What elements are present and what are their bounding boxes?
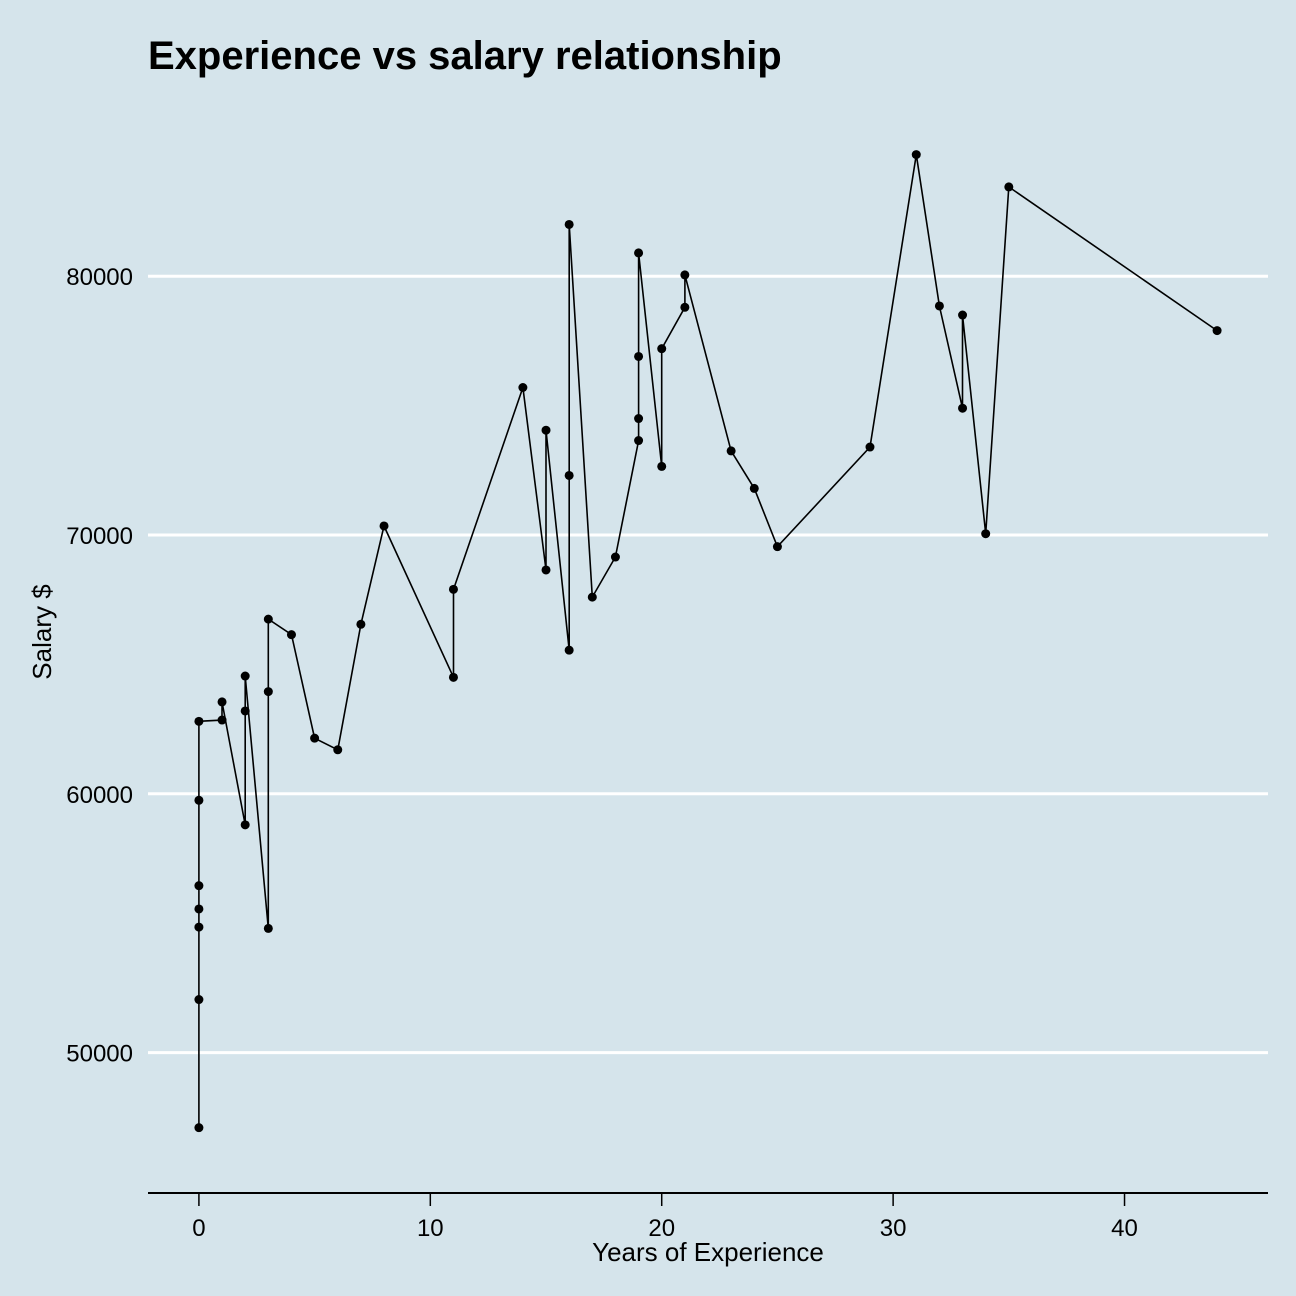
data-point [680,270,690,280]
data-point [634,248,644,258]
data-point [240,820,250,830]
data-point [194,716,204,726]
x-tick-label: 10 [417,1215,444,1242]
data-point [564,645,574,655]
y-tick-label: 80000 [66,264,133,291]
data-point [865,442,875,452]
y-tick-label: 60000 [66,782,133,809]
data-point [911,150,921,160]
series-line [198,154,1218,1128]
data-point [657,461,667,471]
data-point [634,436,644,446]
data-point [518,382,528,392]
data-point [356,619,366,629]
data-point [448,584,458,594]
data-point [749,483,759,493]
data-point [587,592,597,602]
data-point [217,697,227,707]
x-tick-label: 0 [192,1215,205,1242]
data-point [934,301,944,311]
data-point [217,715,227,725]
data-point [564,470,574,480]
grid-lines [148,274,1268,1055]
data-point [310,733,320,743]
y-tick-label: 70000 [66,523,133,550]
data-point [448,672,458,682]
data-point [981,529,991,539]
data-point [240,671,250,681]
data-point [634,414,644,424]
data-point [379,521,389,531]
data-point [657,344,667,354]
data-point [772,542,782,552]
data-point [1212,326,1222,336]
y-ticks: 50000 60000 70000 80000 [66,264,133,1067]
data-point [634,351,644,361]
x-tick-label: 40 [1111,1215,1138,1242]
x-axis-label: Years of Experience [592,1237,824,1267]
data-point [541,425,551,435]
data-point [263,614,273,624]
x-ticks: 0 10 20 30 40 [192,1193,1138,1242]
data-point [194,904,204,914]
data-point [194,922,204,932]
data-point [194,995,204,1005]
x-tick-label: 20 [648,1215,675,1242]
data-point [726,446,736,456]
data-point [194,1123,204,1133]
data-point [680,302,690,312]
data-point [610,552,620,562]
data-point [333,745,343,755]
data-point [263,923,273,933]
x-tick-label: 30 [880,1215,907,1242]
data-point [286,630,296,640]
data-point [958,403,968,413]
data-point [263,687,273,697]
data-point [564,219,574,229]
y-axis-label: Salary $ [27,584,57,680]
data-point [194,795,204,805]
data-point [240,706,250,716]
data-point [958,310,968,320]
data-points [194,150,1222,1133]
chart-title: Experience vs salary relationship [148,34,782,78]
data-point [1004,182,1014,192]
data-point [194,881,204,891]
data-point [541,565,551,575]
y-tick-label: 50000 [66,1041,133,1068]
